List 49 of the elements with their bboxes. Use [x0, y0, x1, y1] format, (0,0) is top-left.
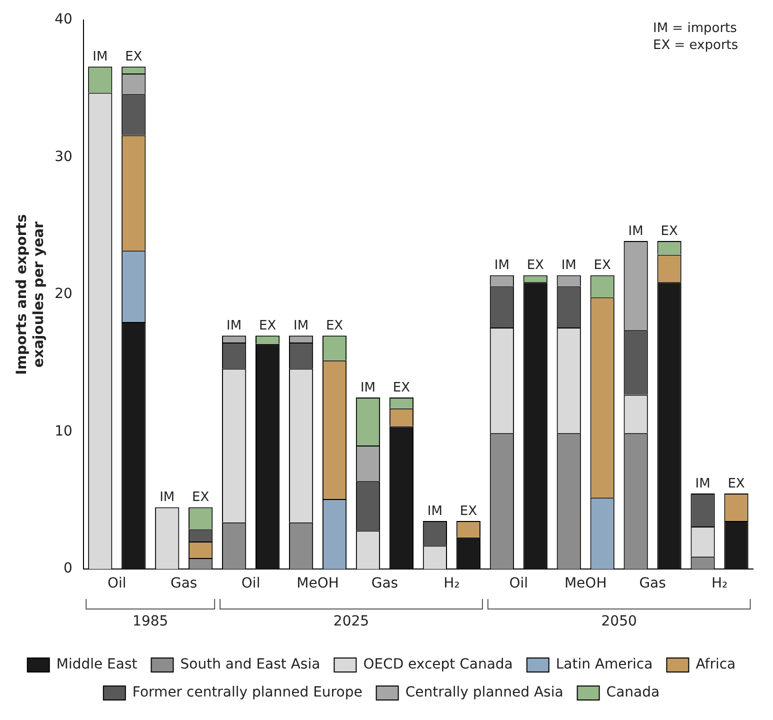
y-tick-label: 10: [54, 423, 72, 440]
y-axis-title: Imports and exports exajoules per year: [14, 214, 47, 375]
x-tick-label: IM: [226, 318, 242, 334]
text: Gas: [371, 576, 398, 592]
x-tick-label: EX: [326, 318, 344, 334]
text: 2050: [601, 614, 637, 630]
text: Gas: [170, 576, 198, 592]
x-tick-label: IM: [628, 224, 644, 239]
text: 1985: [132, 614, 168, 630]
x-tick-label: IM: [294, 318, 309, 334]
x-tick-label: IM: [561, 258, 576, 274]
text: MeOH: [564, 576, 607, 592]
text: Oil: [241, 576, 260, 592]
text: MeOH: [296, 576, 339, 592]
annotation: IM = imports: [653, 20, 738, 36]
x-tick-label: EX: [125, 50, 142, 65]
legend-label: OECD except Canada: [363, 656, 513, 673]
annotation: EX = exports: [653, 38, 738, 53]
text: Oil: [107, 576, 126, 592]
text: H₂: [711, 576, 728, 592]
text: Gas: [639, 576, 666, 592]
legend-label: Former centrally planned Europe: [132, 684, 362, 701]
x-tick-label: EX: [392, 380, 410, 396]
x-tick-label: EX: [594, 258, 611, 274]
x-tick-label: EX: [258, 318, 276, 334]
x-tick-label: EX: [526, 258, 544, 274]
x-tick-label: EX: [192, 490, 210, 506]
legend-label: Canada: [606, 684, 660, 701]
text: 2025: [333, 614, 370, 630]
x-tick-label: EX: [460, 504, 478, 519]
x-tick-label: IM: [494, 258, 510, 274]
x-tick-label: IM: [160, 490, 175, 506]
text: H₂: [444, 576, 460, 592]
y-tick-label: 0: [63, 560, 72, 577]
x-tick-label: IM: [427, 504, 442, 519]
legend-label: Africa: [696, 656, 736, 673]
x-tick-label: EX: [660, 224, 678, 239]
x-tick-label: IM: [695, 476, 710, 492]
x-tick-label: EX: [728, 476, 745, 492]
text: Oil: [509, 576, 528, 592]
legend-label: South and East Asia: [180, 656, 320, 673]
legend-label: Centrally planned Asia: [405, 684, 564, 701]
y-tick-label: 30: [54, 148, 72, 165]
x-tick-label: IM: [360, 380, 376, 396]
y-tick-label: 20: [54, 286, 72, 302]
x-tick-label: IM: [92, 50, 108, 65]
y-tick-label: 40: [54, 12, 72, 28]
legend-label: Latin America: [556, 656, 653, 673]
legend-label: Middle East: [56, 656, 138, 673]
